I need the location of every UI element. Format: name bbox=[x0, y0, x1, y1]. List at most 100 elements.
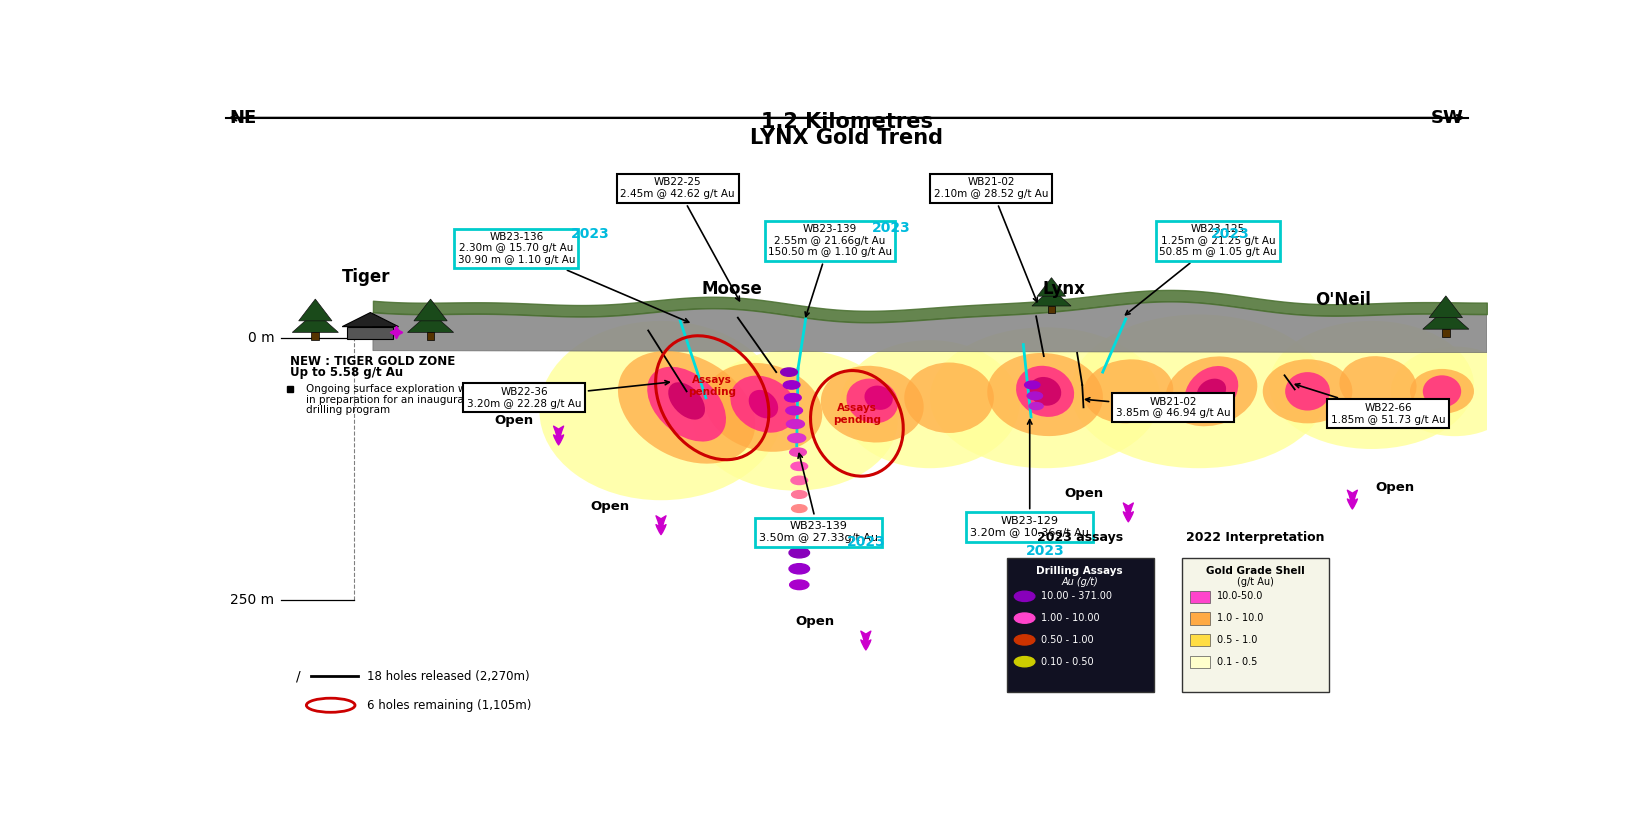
Text: 2023: 2023 bbox=[1026, 544, 1064, 558]
Ellipse shape bbox=[748, 390, 778, 418]
Ellipse shape bbox=[1269, 321, 1474, 449]
Text: 0.1 - 0.5: 0.1 - 0.5 bbox=[1216, 656, 1257, 666]
Text: WB23-136
2.30m @ 15.70 g/t Au
30.90 m @ 1.10 g/t Au: WB23-136 2.30m @ 15.70 g/t Au 30.90 m @ … bbox=[458, 232, 689, 323]
Circle shape bbox=[781, 368, 798, 376]
Polygon shape bbox=[292, 312, 339, 333]
Text: SW: SW bbox=[1431, 109, 1464, 126]
Ellipse shape bbox=[1184, 366, 1239, 417]
Circle shape bbox=[1029, 403, 1042, 409]
Polygon shape bbox=[408, 312, 454, 333]
Ellipse shape bbox=[864, 385, 892, 410]
Circle shape bbox=[790, 547, 809, 558]
Ellipse shape bbox=[1166, 356, 1257, 426]
Circle shape bbox=[790, 563, 809, 574]
Text: Open: Open bbox=[494, 414, 534, 427]
Text: 1.00 - 10.00: 1.00 - 10.00 bbox=[1041, 613, 1100, 623]
Text: in preparation for an inaugural: in preparation for an inaugural bbox=[306, 394, 468, 404]
Circle shape bbox=[1014, 592, 1034, 602]
Text: Assays
pending: Assays pending bbox=[689, 375, 737, 397]
Bar bbox=[1442, 329, 1450, 337]
Circle shape bbox=[785, 394, 801, 402]
Bar bbox=[312, 333, 319, 340]
Text: 10.0-50.0: 10.0-50.0 bbox=[1216, 592, 1264, 602]
Ellipse shape bbox=[730, 375, 796, 433]
Circle shape bbox=[1028, 392, 1042, 399]
Ellipse shape bbox=[1029, 377, 1061, 406]
Ellipse shape bbox=[846, 379, 899, 423]
Text: WB21-02
3.85m @ 46.94 g/t Au: WB21-02 3.85m @ 46.94 g/t Au bbox=[1085, 397, 1231, 418]
Polygon shape bbox=[1037, 278, 1066, 296]
Ellipse shape bbox=[988, 353, 1104, 436]
Text: Lynx: Lynx bbox=[1042, 280, 1085, 299]
Ellipse shape bbox=[539, 321, 783, 500]
Ellipse shape bbox=[1340, 356, 1416, 414]
Bar bbox=[1189, 612, 1211, 625]
Bar bbox=[1189, 656, 1211, 668]
Polygon shape bbox=[1032, 289, 1070, 306]
Ellipse shape bbox=[930, 327, 1160, 468]
Circle shape bbox=[1024, 381, 1041, 389]
Ellipse shape bbox=[1411, 369, 1474, 414]
Text: O'Neil: O'Neil bbox=[1315, 291, 1371, 310]
Circle shape bbox=[788, 433, 806, 443]
Ellipse shape bbox=[821, 366, 923, 443]
Text: 0.5 - 1.0: 0.5 - 1.0 bbox=[1216, 635, 1257, 645]
Ellipse shape bbox=[904, 363, 995, 433]
Text: 0.10 - 0.50: 0.10 - 0.50 bbox=[1041, 656, 1094, 666]
Ellipse shape bbox=[705, 363, 823, 452]
Text: 0.50 - 1.00: 0.50 - 1.00 bbox=[1041, 635, 1094, 645]
Text: Ongoing surface exploration work: Ongoing surface exploration work bbox=[306, 384, 484, 394]
Bar bbox=[1189, 634, 1211, 646]
Text: Drilling Assays: Drilling Assays bbox=[1036, 566, 1123, 576]
Polygon shape bbox=[373, 301, 1487, 353]
Bar bbox=[347, 327, 393, 339]
Bar bbox=[1049, 306, 1054, 313]
Text: 2023: 2023 bbox=[1211, 227, 1251, 241]
Circle shape bbox=[1014, 656, 1034, 666]
Text: NEW : TIGER GOLD ZONE: NEW : TIGER GOLD ZONE bbox=[289, 354, 454, 368]
Ellipse shape bbox=[1198, 379, 1226, 404]
Polygon shape bbox=[415, 299, 448, 321]
Text: NE: NE bbox=[230, 109, 256, 126]
Ellipse shape bbox=[841, 340, 1019, 468]
Text: Moose: Moose bbox=[700, 280, 762, 299]
Polygon shape bbox=[342, 313, 398, 327]
Circle shape bbox=[1014, 613, 1034, 623]
Text: Tiger: Tiger bbox=[342, 268, 392, 285]
Ellipse shape bbox=[1422, 375, 1462, 408]
Circle shape bbox=[790, 580, 809, 590]
Text: WB23-139
3.50m @ 27.33g/t Au: WB23-139 3.50m @ 27.33g/t Au bbox=[758, 453, 877, 543]
Bar bbox=[1006, 558, 1153, 692]
Ellipse shape bbox=[1285, 372, 1330, 410]
Text: 2023: 2023 bbox=[572, 227, 610, 241]
Polygon shape bbox=[1422, 309, 1469, 329]
Text: Open: Open bbox=[795, 616, 834, 628]
Circle shape bbox=[1014, 635, 1034, 645]
Text: 2023 assays: 2023 assays bbox=[1036, 531, 1123, 544]
Circle shape bbox=[791, 518, 808, 527]
Text: 2023: 2023 bbox=[846, 535, 885, 549]
Text: WB22-36
3.20m @ 22.28 g/t Au: WB22-36 3.20m @ 22.28 g/t Au bbox=[468, 380, 669, 409]
Circle shape bbox=[791, 505, 806, 513]
Text: Up to 5.58 g/t Au: Up to 5.58 g/t Au bbox=[289, 366, 403, 379]
Ellipse shape bbox=[1391, 346, 1518, 436]
Text: 2023: 2023 bbox=[872, 221, 910, 235]
Circle shape bbox=[786, 406, 803, 414]
Bar bbox=[426, 333, 434, 340]
Circle shape bbox=[791, 476, 808, 484]
Text: WB22-25
2.45m @ 42.62 g/t Au: WB22-25 2.45m @ 42.62 g/t Au bbox=[621, 177, 740, 301]
Polygon shape bbox=[1429, 296, 1462, 318]
Ellipse shape bbox=[648, 367, 725, 442]
Text: LYNX Gold Trend: LYNX Gold Trend bbox=[750, 128, 943, 148]
Text: Assays
pending: Assays pending bbox=[833, 403, 881, 424]
Text: WB23-129
3.20m @ 10.36g/t Au: WB23-129 3.20m @ 10.36g/t Au bbox=[970, 419, 1089, 538]
Circle shape bbox=[790, 448, 806, 457]
Bar bbox=[1189, 591, 1211, 602]
Text: 1.0 - 10.0: 1.0 - 10.0 bbox=[1216, 613, 1264, 623]
Ellipse shape bbox=[694, 349, 899, 491]
Text: WB21-02
2.10m @ 28.52 g/t Au: WB21-02 2.10m @ 28.52 g/t Au bbox=[933, 177, 1049, 302]
Bar bbox=[1183, 558, 1330, 692]
Ellipse shape bbox=[667, 382, 705, 419]
Ellipse shape bbox=[1084, 359, 1173, 423]
Text: Gold Grade Shell: Gold Grade Shell bbox=[1206, 566, 1305, 576]
